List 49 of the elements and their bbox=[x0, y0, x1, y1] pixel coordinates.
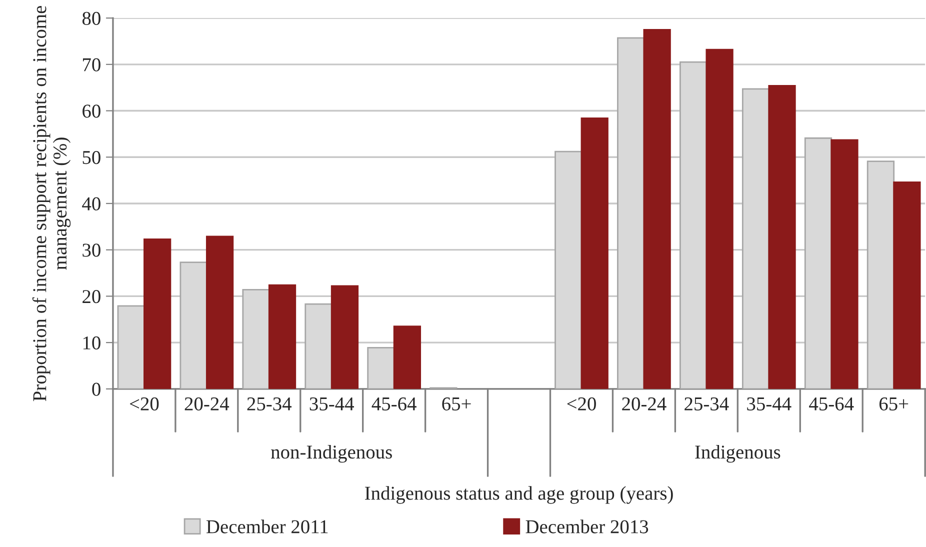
y-tick-label: 20 bbox=[82, 290, 100, 304]
y-tick-label: 80 bbox=[82, 12, 100, 25]
bar bbox=[804, 137, 832, 389]
x-tick-label: 35-44 bbox=[310, 397, 354, 410]
bar bbox=[268, 284, 296, 389]
y-axis-title: Proportion of income support recipients on income management (%) bbox=[32, 6, 71, 402]
bar bbox=[580, 117, 608, 389]
bar bbox=[206, 236, 234, 389]
x-tick-label: <20 bbox=[130, 397, 159, 410]
bar bbox=[304, 303, 332, 389]
bar bbox=[830, 139, 858, 389]
y-tick-label: 50 bbox=[82, 150, 100, 164]
bar bbox=[393, 326, 422, 389]
text: Indigenous bbox=[695, 444, 780, 463]
y-tick-label: 10 bbox=[83, 336, 100, 350]
bar bbox=[643, 28, 671, 389]
x-tick-label: 45-64 bbox=[372, 397, 416, 410]
x-axis-title: Indigenous status and age group (years) bbox=[365, 486, 673, 504]
bar bbox=[617, 37, 645, 389]
x-tick-label: 65+ bbox=[879, 397, 908, 410]
bar bbox=[330, 285, 359, 389]
x-tick-label: 35-44 bbox=[747, 397, 792, 410]
bar bbox=[242, 289, 270, 389]
y-tick-label: 40 bbox=[82, 197, 100, 210]
bar bbox=[706, 48, 734, 389]
x-tick-label: 25-34 bbox=[684, 397, 729, 410]
bar bbox=[554, 150, 582, 389]
x-tick-label: 45-64 bbox=[809, 397, 854, 410]
bar bbox=[893, 181, 921, 389]
x-tick-label: 20-24 bbox=[184, 397, 230, 410]
x-tick-label: 20-24 bbox=[622, 397, 666, 410]
bar bbox=[680, 61, 708, 389]
y-tick-label: 60 bbox=[82, 104, 100, 118]
bar bbox=[117, 305, 145, 389]
bar bbox=[768, 85, 796, 389]
bar bbox=[866, 160, 895, 389]
text: non-Indigenous bbox=[271, 444, 392, 463]
y-tick-label: 70 bbox=[83, 58, 100, 72]
x-tick-label: <20 bbox=[567, 397, 596, 410]
legend-label: December 2013 bbox=[526, 520, 648, 534]
bar bbox=[367, 346, 395, 389]
bar bbox=[144, 238, 172, 389]
x-tick-label: 25-34 bbox=[247, 397, 292, 410]
y-tick-label: 30 bbox=[82, 244, 100, 257]
bar bbox=[742, 88, 770, 389]
bar bbox=[180, 262, 208, 389]
legend-label: December 2011 bbox=[206, 520, 328, 534]
x-tick-label: 65+ bbox=[442, 397, 471, 410]
y-tick-label: 0 bbox=[92, 382, 100, 396]
